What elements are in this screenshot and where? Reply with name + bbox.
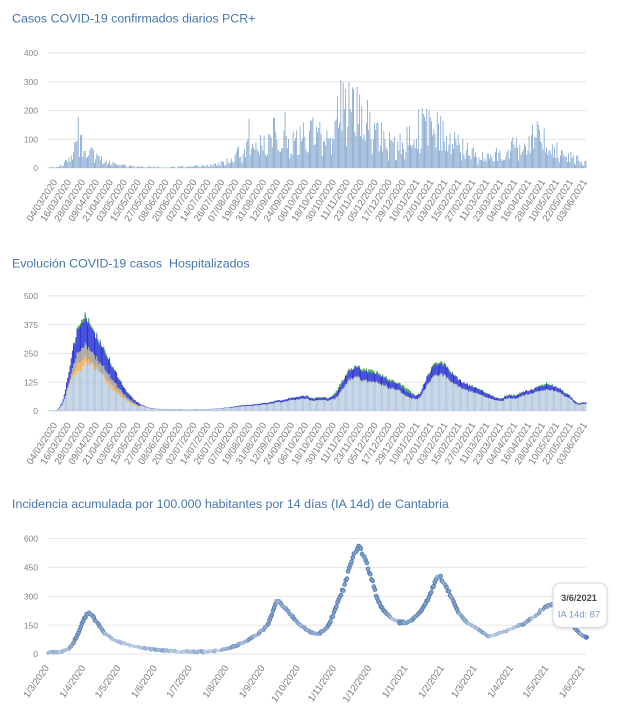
svg-text:400: 400 — [24, 48, 38, 58]
svg-text:100: 100 — [24, 134, 38, 144]
svg-text:IA 14d: 87: IA 14d: 87 — [558, 609, 600, 620]
svg-text:Incidencia acumulada por 100.0: Incidencia acumulada por 100.000 habitan… — [12, 497, 449, 511]
svg-text:375: 375 — [24, 320, 38, 330]
svg-text:250: 250 — [24, 349, 38, 359]
svg-text:0: 0 — [33, 163, 38, 173]
svg-text:450: 450 — [24, 563, 38, 573]
svg-text:125: 125 — [24, 377, 38, 387]
svg-text:0: 0 — [33, 406, 38, 416]
svg-text:600: 600 — [24, 534, 38, 544]
svg-text:Casos COVID-19 confirmados dia: Casos COVID-19 confirmados diarios PCR+ — [12, 12, 255, 26]
svg-text:300: 300 — [24, 591, 38, 601]
svg-text:200: 200 — [24, 106, 38, 116]
svg-text:300: 300 — [24, 77, 38, 87]
svg-text:3/6/2021: 3/6/2021 — [561, 593, 597, 603]
svg-text:0: 0 — [33, 649, 38, 659]
svg-text:Evolución COVID-19 casos Hosp: Evolución COVID-19 casos Hospitalizados — [12, 257, 250, 271]
svg-text:150: 150 — [24, 620, 38, 630]
svg-text:500: 500 — [24, 291, 38, 301]
